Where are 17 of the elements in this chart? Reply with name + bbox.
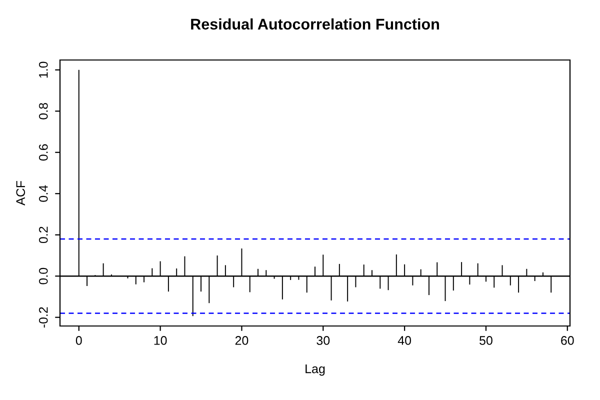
x-axis-title: Lag bbox=[306, 364, 325, 376]
x-tick-label: 50 bbox=[480, 336, 492, 345]
y-tick-label: 0.2 bbox=[38, 226, 48, 244]
x-tick-label: 0 bbox=[76, 336, 82, 345]
chart-title: Residual Autocorrelation Function bbox=[191, 18, 439, 30]
x-tick-label: 60 bbox=[561, 336, 574, 345]
x-tick-label: 30 bbox=[316, 336, 330, 345]
y-tick-label: 0.6 bbox=[38, 144, 48, 161]
x-tick-label: 40 bbox=[398, 336, 412, 345]
y-tick-label: 0.4 bbox=[38, 185, 48, 202]
x-tick-label: 10 bbox=[154, 336, 167, 345]
y-tick-label: 0.8 bbox=[38, 102, 48, 120]
y-tick-label: 1.0 bbox=[38, 62, 48, 78]
y-tick-label: -0.2 bbox=[38, 307, 48, 328]
y-tick-label: 0.0 bbox=[38, 268, 48, 284]
y-axis-title: ACF bbox=[16, 181, 26, 206]
x-tick-label: 20 bbox=[235, 336, 248, 345]
